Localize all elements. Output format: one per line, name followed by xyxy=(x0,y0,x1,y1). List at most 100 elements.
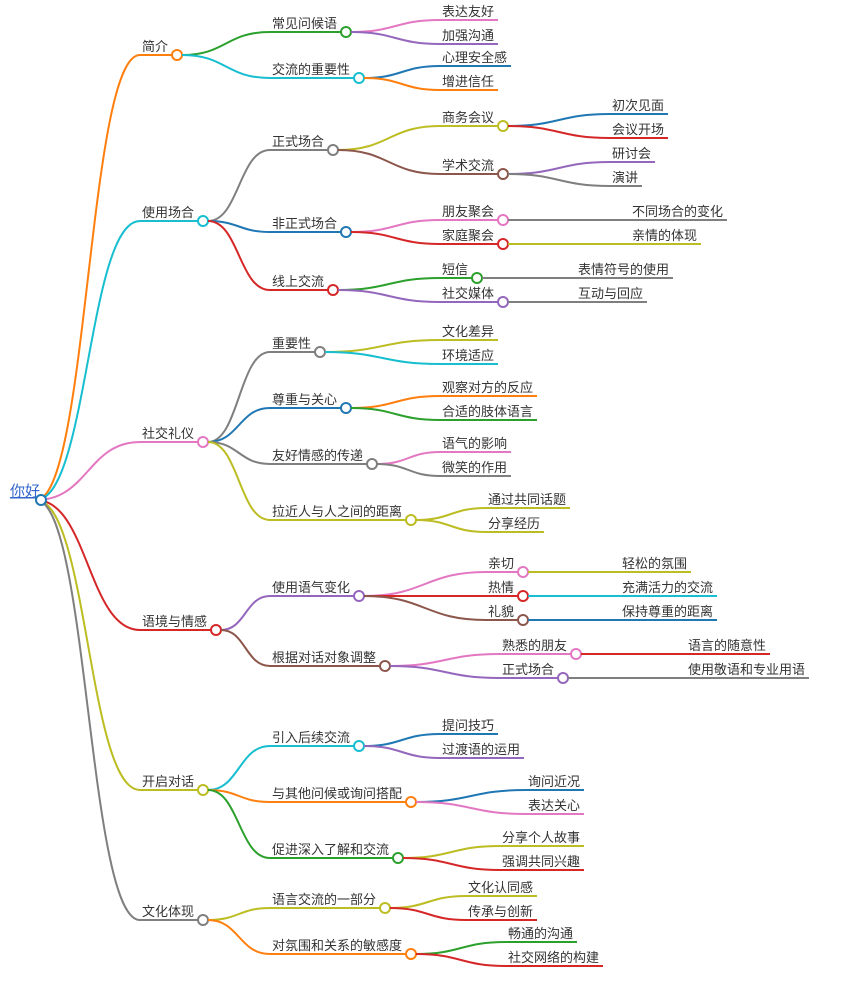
root-toggle[interactable] xyxy=(36,495,46,505)
node-label: 轻松的氛围 xyxy=(622,556,687,571)
node-toggle[interactable] xyxy=(558,673,568,683)
node-label: 熟悉的朋友 xyxy=(502,638,567,653)
node-label: 充满活力的交流 xyxy=(622,580,713,595)
node-label: 过渡语的运用 xyxy=(442,742,520,757)
mindmap-canvas: 你好简介使用场合社交礼仪语境与情感开启对话文化体现常见问候语交流的重要性正式场合… xyxy=(0,0,864,997)
node-toggle[interactable] xyxy=(328,145,338,155)
node-label: 演讲 xyxy=(612,170,638,185)
node-toggle[interactable] xyxy=(498,121,508,131)
node-label: 心理安全感 xyxy=(442,50,507,65)
node-toggle[interactable] xyxy=(380,903,390,913)
node-toggle[interactable] xyxy=(354,73,364,83)
node-toggle[interactable] xyxy=(341,403,351,413)
root-label: 你好 xyxy=(10,483,40,500)
node-label: 询问近况 xyxy=(528,774,580,789)
node-toggle[interactable] xyxy=(198,915,208,925)
node-label: 朋友聚会 xyxy=(442,204,494,219)
node-label: 使用语气变化 xyxy=(272,580,350,595)
node-toggle[interactable] xyxy=(341,227,351,237)
node-toggle[interactable] xyxy=(498,239,508,249)
node-toggle[interactable] xyxy=(211,625,221,635)
l1-label: 开启对话 xyxy=(142,774,194,789)
node-label: 增进信任 xyxy=(442,74,494,89)
node-label: 常见问候语 xyxy=(272,16,337,31)
node-label: 互动与回应 xyxy=(578,286,643,301)
node-label: 正式场合 xyxy=(502,662,554,677)
node-toggle[interactable] xyxy=(498,297,508,307)
node-label: 重要性 xyxy=(272,336,311,351)
node-toggle[interactable] xyxy=(406,797,416,807)
node-label: 分享个人故事 xyxy=(502,830,580,845)
node-label: 交流的重要性 xyxy=(272,62,350,77)
node-toggle[interactable] xyxy=(354,591,364,601)
node-label: 尊重与关心 xyxy=(272,392,337,407)
node-toggle[interactable] xyxy=(172,50,182,60)
node-label: 微笑的作用 xyxy=(442,460,507,475)
node-toggle[interactable] xyxy=(198,437,208,447)
node-label: 表情符号的使用 xyxy=(578,262,669,277)
node-label: 语气的影响 xyxy=(442,436,507,451)
node-toggle[interactable] xyxy=(315,347,325,357)
l1-label: 语境与情感 xyxy=(142,614,207,629)
node-label: 促进深入了解和交流 xyxy=(272,842,389,857)
l1-label: 文化体现 xyxy=(142,904,194,919)
node-label: 亲情的体现 xyxy=(632,228,697,243)
node-label: 传承与创新 xyxy=(468,904,533,919)
node-label: 线上交流 xyxy=(272,274,324,289)
node-label: 分享经历 xyxy=(488,516,540,531)
node-label: 使用敬语和专业用语 xyxy=(688,662,805,677)
node-toggle[interactable] xyxy=(354,741,364,751)
node-label: 商务会议 xyxy=(442,110,494,125)
l1-label: 使用场合 xyxy=(142,205,194,220)
node-label: 初次见面 xyxy=(612,98,664,113)
node-label: 亲切 xyxy=(488,556,514,571)
node-toggle[interactable] xyxy=(518,591,528,601)
node-toggle[interactable] xyxy=(498,169,508,179)
node-label: 拉近人与人之间的距离 xyxy=(272,504,402,519)
node-label: 表达友好 xyxy=(442,4,494,19)
node-label: 礼貌 xyxy=(488,604,514,619)
node-toggle[interactable] xyxy=(571,649,581,659)
node-label: 会议开场 xyxy=(612,122,664,137)
node-label: 通过共同话题 xyxy=(488,492,566,507)
node-toggle[interactable] xyxy=(406,515,416,525)
node-label: 文化认同感 xyxy=(468,880,533,895)
node-label: 强调共同兴趣 xyxy=(502,854,580,869)
l1-label: 社交礼仪 xyxy=(142,426,194,441)
node-label: 根据对话对象调整 xyxy=(272,650,376,665)
node-label: 正式场合 xyxy=(272,134,324,149)
node-toggle[interactable] xyxy=(472,273,482,283)
node-label: 非正式场合 xyxy=(272,216,337,231)
node-label: 不同场合的变化 xyxy=(632,204,723,219)
node-label: 语言的随意性 xyxy=(688,638,766,653)
node-toggle[interactable] xyxy=(198,216,208,226)
node-label: 热情 xyxy=(488,580,514,595)
node-label: 社交网络的构建 xyxy=(508,950,599,965)
node-toggle[interactable] xyxy=(518,615,528,625)
node-toggle[interactable] xyxy=(341,27,351,37)
node-label: 畅通的沟通 xyxy=(508,926,573,941)
node-label: 表达关心 xyxy=(528,798,580,813)
node-label: 加强沟通 xyxy=(442,28,494,43)
node-label: 与其他问候或询问搭配 xyxy=(272,786,402,801)
node-label: 研讨会 xyxy=(612,146,651,161)
node-label: 观察对方的反应 xyxy=(442,380,533,395)
node-label: 短信 xyxy=(442,262,468,277)
l1-label: 简介 xyxy=(142,39,168,54)
node-toggle[interactable] xyxy=(393,853,403,863)
node-toggle[interactable] xyxy=(367,459,377,469)
node-toggle[interactable] xyxy=(498,215,508,225)
node-toggle[interactable] xyxy=(518,567,528,577)
node-toggle[interactable] xyxy=(406,949,416,959)
node-label: 提问技巧 xyxy=(442,718,494,733)
node-label: 社交媒体 xyxy=(442,286,494,301)
node-toggle[interactable] xyxy=(380,661,390,671)
node-toggle[interactable] xyxy=(328,285,338,295)
node-label: 家庭聚会 xyxy=(442,228,494,243)
node-label: 保持尊重的距离 xyxy=(622,604,713,619)
node-label: 引入后续交流 xyxy=(272,730,350,745)
node-label: 合适的肢体语言 xyxy=(442,404,533,419)
node-label: 语言交流的一部分 xyxy=(272,892,376,907)
node-label: 文化差异 xyxy=(442,324,494,339)
node-toggle[interactable] xyxy=(198,785,208,795)
